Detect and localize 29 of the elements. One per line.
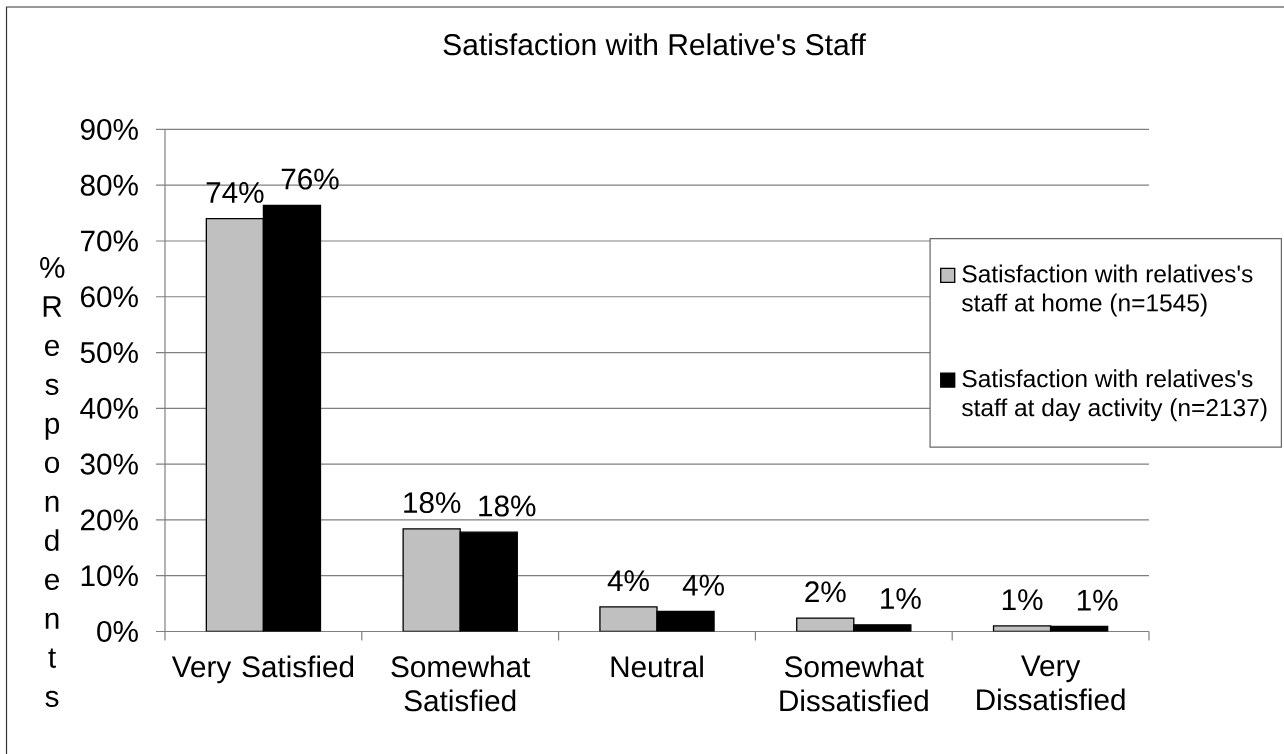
y-tick-label: 10% xyxy=(81,565,138,587)
y-tick-label: 80% xyxy=(80,174,138,196)
data-label: 76% xyxy=(281,168,339,190)
text: % Respondents xyxy=(40,257,65,707)
data-label: 2% xyxy=(805,581,846,603)
data-label: 4% xyxy=(682,574,724,596)
data-label: 1% xyxy=(881,588,921,609)
x-tick-label: Very Satisfied xyxy=(171,655,354,684)
y-tick-label: 60% xyxy=(81,286,138,308)
x-tick-label: Very Dissatisfied xyxy=(977,655,1125,711)
data-label: 1% xyxy=(1002,589,1043,611)
y-tick-label: 50% xyxy=(80,342,138,364)
legend-label: Satisfaction with relatives's staff at home (n=1545) xyxy=(962,264,1253,317)
data-label: 18% xyxy=(404,492,461,514)
legend-label: Satisfaction with relatives's staff at day activity (n=2137) xyxy=(962,369,1267,422)
data-label: 74% xyxy=(206,182,264,203)
data-label: 1% xyxy=(1077,589,1118,611)
x-tick-label: Somewhat Dissatisfied xyxy=(780,655,928,712)
y-tick-label: 0% xyxy=(97,620,138,642)
y-tick-label: 90% xyxy=(80,118,138,140)
x-tick-label: Somewhat Satisfied xyxy=(391,655,531,712)
y-tick-label: 40% xyxy=(80,397,138,419)
y-tick-label: 70% xyxy=(81,230,138,252)
data-label: 18% xyxy=(479,495,536,517)
x-tick-label: Neutral xyxy=(611,655,703,678)
y-tick-label: 20% xyxy=(81,509,138,531)
y-tick-label: 30% xyxy=(80,453,138,475)
chart-title: Satisfaction with Relative's Staff xyxy=(443,33,866,56)
data-label: 4% xyxy=(607,570,649,592)
